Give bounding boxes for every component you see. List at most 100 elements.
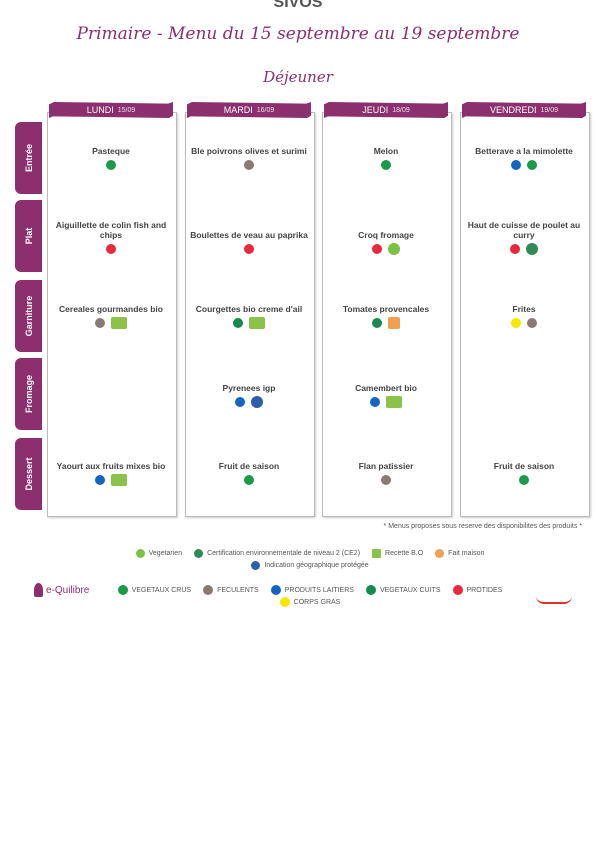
food-group-legend-item: VEGETAUX CRUS xyxy=(117,585,191,595)
food-group-text: PROTIDES xyxy=(466,586,503,594)
row-label-text: Plat xyxy=(23,227,34,245)
dish-marks xyxy=(244,474,254,486)
label-icon xyxy=(526,243,538,255)
food-group-legend-item: VEGETAUX CUITS xyxy=(365,585,441,595)
label-icon xyxy=(388,243,400,255)
menu-cell: Tomates provencales xyxy=(326,304,446,329)
food-group-legend-item: PRODUITS LAITIERS xyxy=(270,585,354,595)
menu-cell: Melon xyxy=(326,146,446,171)
label-icon xyxy=(386,396,402,408)
menu-cell: Aiguillette de colin fish and chips xyxy=(51,220,171,255)
label-legend: Vegetarien Certification environnementale… xyxy=(120,549,500,570)
food-group-dot xyxy=(244,475,254,485)
food-group-dot xyxy=(235,397,245,407)
dish-marks xyxy=(235,396,263,408)
label-legend-text: Recette B.O xyxy=(385,550,424,557)
dish-name: Yaourt aux fruits mixes bio xyxy=(56,461,166,471)
food-group-text: CORPS GRAS xyxy=(293,598,341,606)
dish-name: Aiguillette de colin fish and chips xyxy=(55,220,167,240)
food-group-dot xyxy=(244,160,254,170)
day-header: JEUDI 18/09 xyxy=(324,102,448,118)
menu-cell: Betterave a la mimolette xyxy=(464,146,584,171)
food-group-legend-item: PROTIDES xyxy=(452,585,503,595)
row-label: Fromage xyxy=(15,358,42,430)
day-header: VENDREDI 19/09 xyxy=(462,102,586,118)
menu-cell: Croq fromage xyxy=(326,230,446,255)
menu-cell: Cereales gourmandes bio xyxy=(51,304,171,329)
food-group-legend-item: FECULENTS xyxy=(203,585,259,595)
menu-cell: Yaourt aux fruits mixes bio xyxy=(51,461,171,486)
label-legend-text: Certification environnementale de niveau… xyxy=(207,550,361,557)
dish-marks xyxy=(106,159,116,171)
dish-marks xyxy=(244,243,254,255)
dish-name: Melon xyxy=(373,146,399,156)
dish-name: Haut de cuisse de poulet au curry xyxy=(467,220,581,240)
menu-cell: Frites xyxy=(464,304,584,329)
dish-marks xyxy=(519,474,529,486)
dish-marks xyxy=(95,474,127,486)
label-icon xyxy=(251,561,261,570)
label-icon xyxy=(135,549,145,558)
dish-marks xyxy=(510,243,538,255)
org-name: SIVOS xyxy=(273,0,323,11)
label-icon xyxy=(372,549,382,558)
menu-cell: Ble poivrons olives et surimi xyxy=(189,146,309,171)
dish-marks xyxy=(372,317,400,329)
food-group-dot xyxy=(527,160,537,170)
food-group-dot xyxy=(203,585,214,595)
label-legend-text: Indication géographique protégée xyxy=(264,562,369,569)
row-label: Plat xyxy=(15,200,42,272)
day-column xyxy=(47,112,177,517)
food-group-text: VEGETAUX CUITS xyxy=(379,586,441,594)
dish-name: Tomates provencales xyxy=(342,304,430,314)
dish-name: Croq fromage xyxy=(358,230,414,240)
day-date: 16/09 xyxy=(256,106,275,114)
label-icon xyxy=(111,474,127,486)
dish-name: Ble poivrons olives et surimi xyxy=(191,146,307,156)
row-label-text: Entrée xyxy=(23,143,34,173)
dish-name: Pasteque xyxy=(92,146,130,156)
row-label: Garniture xyxy=(15,280,42,352)
dish-name: Boulettes de veau au paprika xyxy=(190,230,308,240)
dish-name: Pyrenees igp xyxy=(222,383,276,393)
row-label-text: Dessert xyxy=(23,457,34,491)
food-group-dot xyxy=(233,318,243,328)
label-icon xyxy=(435,549,445,558)
menu-cell: Pasteque xyxy=(51,146,171,171)
label-icon xyxy=(249,317,265,329)
dish-marks xyxy=(370,396,402,408)
food-group-dot xyxy=(244,244,254,254)
day-column xyxy=(460,112,590,517)
food-group-dot xyxy=(511,160,521,170)
dish-name: Fruit de saison xyxy=(218,461,280,471)
label-legend-text: Fait maison xyxy=(448,550,485,557)
label-icon xyxy=(111,317,127,329)
dish-marks xyxy=(233,317,265,329)
day-header: LUNDI 15/09 xyxy=(49,102,173,118)
day-name: LUNDI xyxy=(86,105,114,115)
food-group-dot xyxy=(372,244,382,254)
food-group-dot xyxy=(365,585,376,595)
dish-name: Cereales gourmandes bio xyxy=(59,304,163,314)
food-group-dot xyxy=(527,318,537,328)
row-label-text: Garniture xyxy=(23,295,34,337)
label-legend-item: Vegetarien xyxy=(135,549,182,558)
menu-cell: Flan patissier xyxy=(326,461,446,486)
dish-marks xyxy=(381,159,391,171)
food-group-dot xyxy=(452,585,463,595)
menu-cell: Fruit de saison xyxy=(189,461,309,486)
food-group-text: PRODUITS LAITIERS xyxy=(284,586,354,594)
dish-name: Courgettes bio creme d'ail xyxy=(195,304,303,314)
food-group-dot xyxy=(510,244,520,254)
label-icon xyxy=(251,396,263,408)
food-group-legend: VEGETAUX CRUS FECULENTS PRODUITS LAITIERS V… xyxy=(100,585,520,607)
food-group-dot xyxy=(519,475,529,485)
dish-marks xyxy=(95,317,127,329)
menu-cell: Camembert bio xyxy=(326,383,446,408)
day-date: 18/09 xyxy=(392,106,410,114)
dish-name: Betterave a la mimolette xyxy=(475,146,573,156)
food-group-dot xyxy=(95,475,105,485)
day-name: MARDI xyxy=(223,105,253,115)
food-group-dot xyxy=(117,585,128,595)
